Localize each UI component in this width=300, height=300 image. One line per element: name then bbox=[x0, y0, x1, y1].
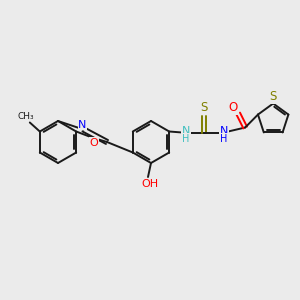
Text: H: H bbox=[182, 134, 190, 143]
Text: S: S bbox=[200, 101, 208, 114]
Text: O: O bbox=[89, 138, 98, 148]
Text: N: N bbox=[182, 125, 190, 136]
Text: CH₃: CH₃ bbox=[17, 112, 34, 121]
Text: H: H bbox=[220, 134, 228, 143]
Text: N: N bbox=[78, 119, 87, 130]
Text: OH: OH bbox=[141, 179, 159, 189]
Text: N: N bbox=[220, 125, 228, 136]
Text: O: O bbox=[229, 101, 238, 114]
Text: S: S bbox=[269, 90, 277, 103]
